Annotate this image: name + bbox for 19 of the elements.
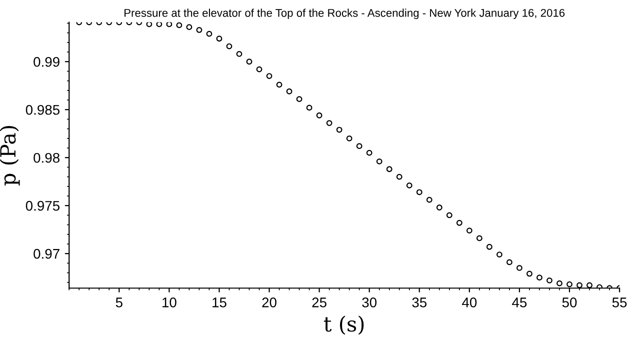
y-tick-label: 0.97 [34,248,60,259]
y-tick-label: 0.975 [26,200,60,211]
x-tick-label: 10 [162,298,176,308]
x-tick-label: 15 [212,298,226,308]
y-axis-title: p (Pa) [0,126,20,186]
x-axis-title: t (s) [324,316,364,335]
x-tick-label: 55 [612,298,627,308]
x-tick-label: 30 [362,298,377,308]
x-tick-label: 35 [412,298,427,308]
x-tick-label: 40 [462,298,477,308]
x-tick-label: 20 [262,298,276,308]
x-tick-label: 25 [312,298,326,308]
x-tick-label: 45 [512,298,527,308]
x-tick-label: 5 [116,298,122,308]
x-tick-label: 50 [562,298,577,308]
y-tick-label: 0.99 [34,56,60,67]
y-tick-label: 0.98 [34,152,60,163]
y-tick-label: 0.985 [26,104,60,115]
chart-title: Pressure at the elevator of the Top of the Rocks - Ascending - New York January 16, 2016 [124,8,565,20]
